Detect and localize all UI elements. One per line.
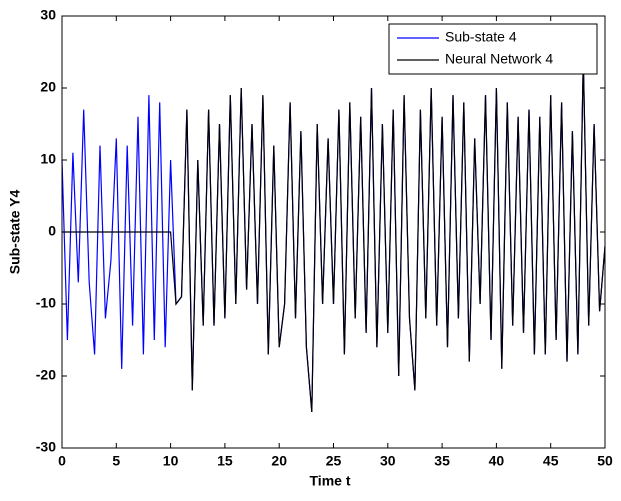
x-tick-label: 50: [597, 453, 613, 469]
series-line: [62, 59, 606, 413]
x-tick-label: 20: [271, 453, 287, 469]
x-tick-label: 5: [112, 453, 120, 469]
y-tick-label: 30: [40, 7, 56, 23]
plot-frame: [61, 15, 606, 449]
y-tick-label: 20: [40, 79, 56, 95]
x-tick-label: 15: [217, 453, 233, 469]
y-tick-label: 0: [48, 223, 56, 239]
y-axis-label: Sub-state Y4: [7, 190, 23, 275]
y-tick-label: -10: [36, 295, 56, 311]
x-axis-label: Time t: [310, 473, 351, 489]
legend-box: [388, 23, 598, 75]
x-tick-label: 35: [434, 453, 450, 469]
x-tick-label: 10: [163, 453, 179, 469]
legend-label: Neural Network 4: [445, 51, 553, 67]
x-tick-label: 30: [380, 453, 396, 469]
x-tick-label: 45: [543, 453, 559, 469]
legend-label: Sub-state 4: [445, 29, 517, 45]
y-tick-label: -30: [36, 439, 56, 455]
x-tick-label: 25: [326, 453, 342, 469]
y-tick-label: -20: [36, 367, 56, 383]
y-tick-label: 10: [40, 151, 56, 167]
x-tick-label: 40: [489, 453, 505, 469]
x-tick-label: 0: [58, 453, 66, 469]
